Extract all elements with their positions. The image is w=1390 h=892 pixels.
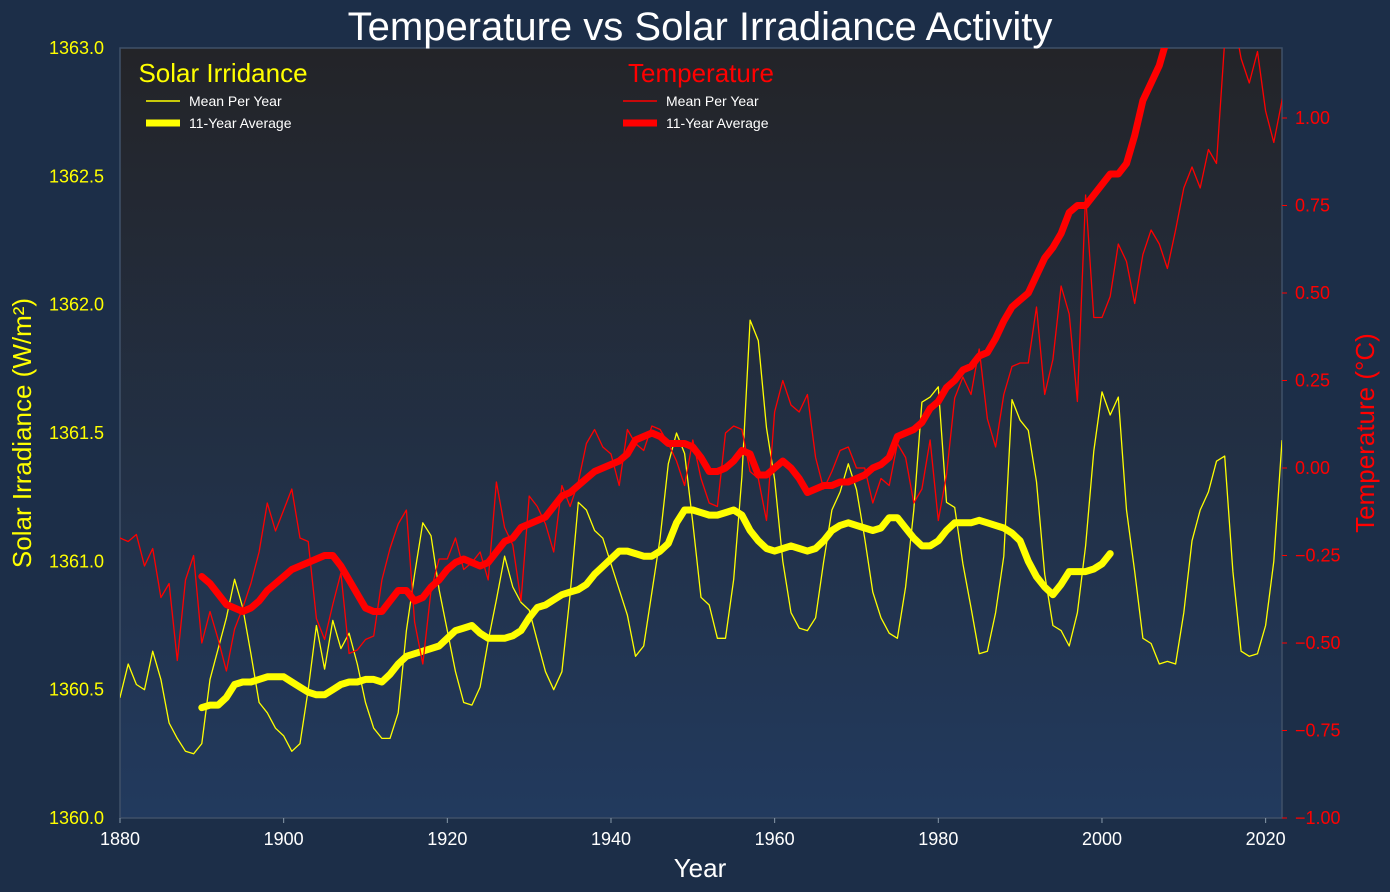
x-tick-label: 2020 <box>1246 829 1286 849</box>
series-layer <box>120 48 1282 755</box>
left-y-tick-label: 1362.0 <box>49 295 104 315</box>
temperature-11yr-average-line <box>198 48 1169 615</box>
x-tick-label: 1980 <box>918 829 958 849</box>
x-tick-label: 1960 <box>755 829 795 849</box>
solar-11yr-average-line <box>198 506 1114 712</box>
legend-solar-title: Solar Irridance <box>138 58 307 88</box>
left-axis-ticks: 1360.0 1360.5 1361.0 1361.5 1362.0 1362.5 1363… <box>49 38 104 828</box>
legend-temperature-entry-avg: 11-Year Average <box>666 115 769 131</box>
x-tick-label: 1940 <box>591 829 631 849</box>
left-y-tick-label: 1361.0 <box>49 551 104 571</box>
x-tick-label: 1880 <box>100 829 140 849</box>
chart-title: Temperature vs Solar Irradiance Activity <box>348 5 1053 49</box>
right-y-tick-label: 0.50 <box>1295 283 1330 303</box>
legend-solar-entry-mean: Mean Per Year <box>189 93 282 109</box>
left-y-tick-label: 1362.5 <box>49 166 104 186</box>
left-y-tick-label: 1360.5 <box>49 680 104 700</box>
x-axis-ticks: 1880 1900 1920 1940 1960 1980 2000 2020 <box>100 818 1286 849</box>
legend-temperature-entry-mean: Mean Per Year <box>666 93 759 109</box>
temperature-mean-line <box>120 48 1282 672</box>
x-tick-label: 1900 <box>264 829 304 849</box>
legend-solar: Solar Irridance Mean Per Year 11-Year Av… <box>138 58 307 131</box>
right-axis-label: Temperature (°C) <box>1350 333 1380 533</box>
right-y-tick-label: 1.00 <box>1295 108 1330 128</box>
legend-solar-entry-avg: 11-Year Average <box>189 115 292 131</box>
left-y-tick-label: 1360.0 <box>49 808 104 828</box>
legend-temperature-title: Temperature <box>628 58 774 88</box>
right-y-tick-label: 0.75 <box>1295 196 1330 216</box>
right-y-tick-label: −0.75 <box>1295 721 1341 741</box>
right-y-tick-label: 0.25 <box>1295 371 1330 391</box>
left-y-tick-label: 1361.5 <box>49 423 104 443</box>
left-axis-label: Solar Irradiance (W/m²) <box>7 298 37 568</box>
x-tick-label: 2000 <box>1082 829 1122 849</box>
x-tick-label: 1920 <box>427 829 467 849</box>
right-axis-ticks: −1.00 −0.75 −0.50 −0.25 0.00 0.25 0.50 0.75 1.00 <box>1282 108 1341 828</box>
right-y-tick-label: −0.50 <box>1295 633 1341 653</box>
right-y-tick-label: 0.00 <box>1295 458 1330 478</box>
x-axis-label: Year <box>674 853 727 883</box>
left-y-tick-label: 1363.0 <box>49 38 104 58</box>
legend-temperature: Temperature Mean Per Year 11-Year Averag… <box>623 58 774 131</box>
plot-area <box>119 47 1283 819</box>
right-y-tick-label: −0.25 <box>1295 546 1341 566</box>
solar-mean-line <box>120 319 1282 755</box>
right-y-tick-label: −1.00 <box>1295 808 1341 828</box>
